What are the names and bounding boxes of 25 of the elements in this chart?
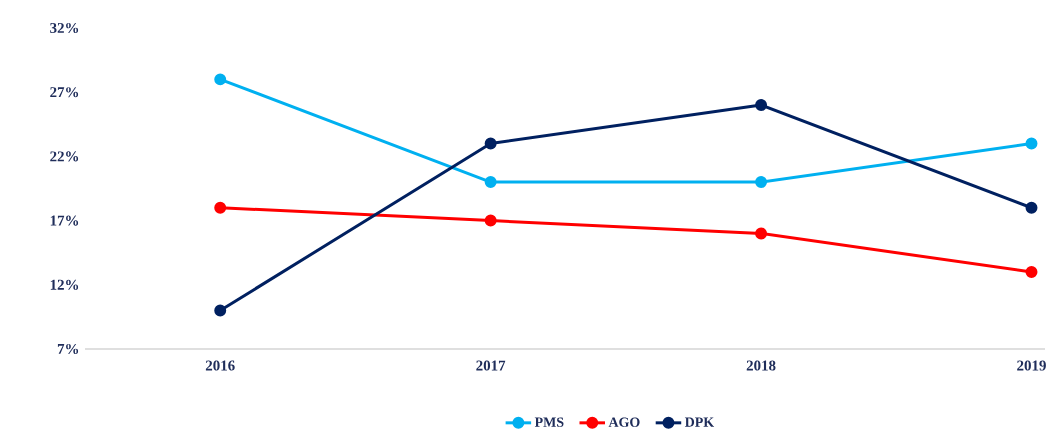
y-tick-label: 22% — [50, 151, 79, 162]
legend-label: AGO — [608, 417, 640, 427]
point — [214, 73, 227, 86]
point — [1025, 201, 1038, 214]
point — [214, 201, 227, 214]
point — [755, 99, 768, 112]
y-tick-label: 7% — [57, 343, 79, 355]
x-tick-label: 2018 — [746, 360, 776, 371]
y-tick-label: 17% — [50, 215, 79, 226]
point — [755, 227, 768, 240]
point — [484, 176, 497, 189]
y-tick-label: 32% — [50, 22, 79, 34]
y-tick-label: 27% — [50, 87, 79, 98]
point — [755, 176, 768, 189]
x-tick-label: 2017 — [476, 360, 506, 371]
x-tick-label: 2019 — [1017, 360, 1046, 371]
point — [1025, 265, 1038, 278]
y-tick-label: 12% — [50, 279, 79, 290]
point — [214, 304, 227, 317]
x-tick-label: 2016 — [205, 360, 235, 371]
point — [484, 137, 497, 150]
legend-label: PMS — [534, 417, 564, 427]
point — [1025, 137, 1038, 150]
legend-label: DPK — [684, 417, 715, 427]
point — [484, 214, 497, 227]
